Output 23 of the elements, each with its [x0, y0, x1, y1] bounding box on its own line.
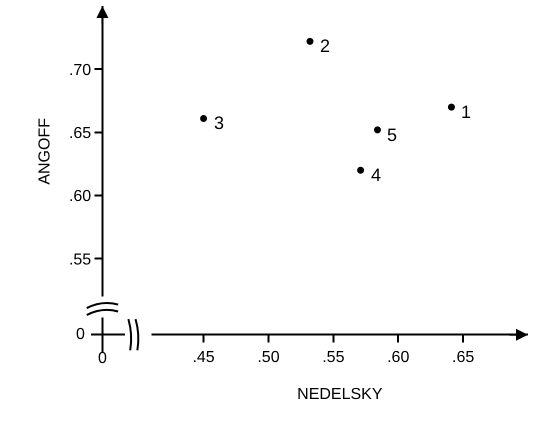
y-tick-label: .65 [68, 124, 92, 142]
annotation: 2 [320, 36, 330, 56]
point [200, 114, 208, 122]
x-tick-label: .45 [192, 348, 215, 366]
annotation: 4 [371, 165, 382, 185]
point [374, 126, 381, 134]
point [448, 104, 455, 111]
point [357, 166, 364, 174]
y-tick-label: .70 [68, 62, 92, 79]
x-tick-label: .65 [452, 348, 474, 366]
x-tick-label: .60 [387, 348, 410, 366]
annotation: 1 [461, 102, 472, 122]
y-tick-label: .55 [68, 251, 92, 268]
y-axis-title: ANGOFF [36, 118, 54, 185]
x-axis-title: NEDELSKY [297, 386, 383, 404]
annotation: 3 [214, 113, 224, 133]
x-tick-label: .55 [322, 348, 345, 366]
x-tick-label: .50 [257, 348, 280, 366]
text: 0 [98, 350, 107, 367]
text: 0 [76, 326, 85, 343]
y-tick-label: .60 [68, 188, 92, 206]
point [306, 38, 314, 45]
annotation: 5 [387, 125, 398, 145]
